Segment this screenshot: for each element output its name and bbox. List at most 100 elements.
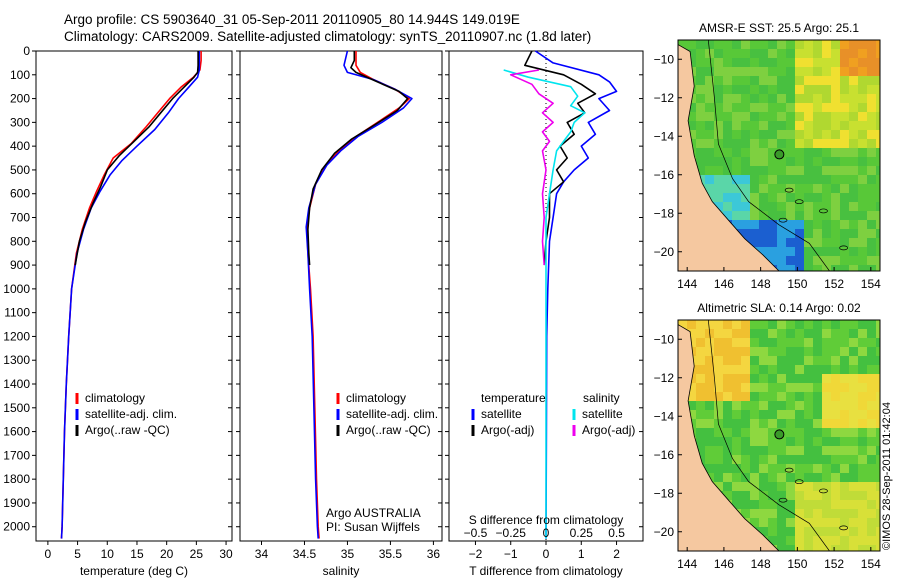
sla-map-reef <box>819 488 828 494</box>
temperature-legend-label: Argo(..raw -QC) <box>85 423 170 437</box>
temperature-line-satellite <box>60 51 201 539</box>
difference-top-tick-label: −0.5 <box>464 526 488 540</box>
temperature-line-climatology <box>60 51 202 539</box>
salinity-xlabel: salinity <box>323 564 360 578</box>
sla-map-reef <box>784 467 794 473</box>
sla-map-xtick-label: 144 <box>677 557 697 571</box>
sst-map-ytick-label: −10 <box>654 52 675 66</box>
sst-map-ytick-label: −12 <box>654 91 675 105</box>
difference-xlabel: T difference from climatology <box>469 564 623 578</box>
difference-xtick-label: 1 <box>578 547 585 561</box>
sst-map-reef <box>819 208 828 214</box>
sst-map-xtick-label: 148 <box>751 277 771 291</box>
sst-map-xtick-label: 154 <box>861 277 881 291</box>
depth-ytick-label: 1600 <box>3 425 30 439</box>
depth-ytick-label: 300 <box>10 115 30 129</box>
diff-temperature-legend-label: Argo(-adj) <box>481 423 534 437</box>
depth-ytick-label: 1800 <box>3 472 30 486</box>
temperature-xtick-label: 15 <box>130 547 144 561</box>
sla-map-xtick-label: 146 <box>714 557 734 571</box>
difference-top-xlabel: S difference from climatology <box>469 513 624 527</box>
sla-map-frame <box>677 319 881 552</box>
diff-salinity-legend-label: Argo(-adj) <box>582 423 635 437</box>
salinity-xtick-label: 34.5 <box>293 547 317 561</box>
depth-ytick-label: 200 <box>10 92 30 106</box>
sst-map-land <box>678 44 780 271</box>
temperature-line-argo <box>74 51 199 266</box>
sla-map-ytick-label: −10 <box>654 332 675 346</box>
salinity-xtick-label: 34 <box>255 547 269 561</box>
salinity-panel-frame <box>239 50 443 542</box>
sla-map-reef <box>778 497 788 503</box>
temperature-xtick-label: 20 <box>160 547 174 561</box>
sla-map-field <box>678 320 880 551</box>
sla-map-reef <box>839 525 848 531</box>
sla-map-land <box>678 324 780 551</box>
diff-salinity-legend-label: satellite <box>582 407 623 421</box>
sst-map-ytick-label: −16 <box>654 168 675 182</box>
difference-xtick-label: −1 <box>504 547 518 561</box>
sla-map-title: Altimetric SLA: 0.14 Argo: 0.02 <box>697 301 861 315</box>
imos-stamp: ©IMOS 28-Sep-2011 01:42:04 <box>881 402 893 550</box>
depth-ytick-label: 0 <box>23 44 30 58</box>
sla-map-reef <box>794 479 804 485</box>
depth-ytick-label: 1900 <box>3 496 30 510</box>
figure-title-line2: Climatology: CARS2009. Satellite-adjuste… <box>64 29 592 44</box>
sst-map-ytick-label: −14 <box>654 129 675 143</box>
depth-ytick-label: 1300 <box>3 353 30 367</box>
sst-map-field <box>678 40 880 271</box>
diff-legend-header-salinity: salinity <box>583 391 620 405</box>
difference-line-satellite <box>534 50 618 539</box>
salinity-line-satellite <box>305 50 413 539</box>
sst-map-ytick-label: −20 <box>654 245 675 259</box>
difference-top-tick-label: 0.5 <box>608 526 625 540</box>
depth-ytick-label: 500 <box>10 163 30 177</box>
salinity-legend-label: Argo(..raw -QC) <box>346 423 431 437</box>
temperature-xlabel: temperature (deg C) <box>80 564 188 578</box>
temperature-xtick-label: 0 <box>45 547 52 561</box>
sst-map-ytick-label: −18 <box>654 206 675 220</box>
argo-australia-label: Argo AUSTRALIA <box>326 506 421 520</box>
temperature-xtick-label: 10 <box>101 547 115 561</box>
sst-map-xtick-label: 146 <box>714 277 734 291</box>
temperature-panel-frame <box>35 50 233 542</box>
salinity-xtick-label: 35.5 <box>379 547 403 561</box>
sst-map-reef <box>778 217 788 223</box>
salinity-line-climatology <box>306 51 411 539</box>
sst-map-frame <box>677 39 881 272</box>
difference-top-tick-label: 0.25 <box>570 526 594 540</box>
sst-map-reef <box>839 245 848 251</box>
diff-legend-header-temperature: temperature <box>481 391 546 405</box>
sst-map-xtick-label: 150 <box>787 277 807 291</box>
diff-temperature-legend-label: satellite <box>481 407 522 421</box>
sla-map-ytick-label: −20 <box>654 525 675 539</box>
difference-xtick-label: 0 <box>543 547 550 561</box>
sla-map-profile-marker <box>774 429 785 440</box>
salinity-legend-label: satellite-adj. clim. <box>346 407 438 421</box>
sla-map-ytick-label: −12 <box>654 371 675 385</box>
figure-title-line1: Argo profile: CS 5903640_31 05-Sep-2011 … <box>64 12 520 27</box>
salinity-legend-label: climatology <box>346 391 406 405</box>
sla-map-ytick-label: −16 <box>654 448 675 462</box>
depth-ytick-label: 400 <box>10 139 30 153</box>
temperature-legend-label: satellite-adj. clim. <box>85 407 177 421</box>
salinity-line-argo <box>307 51 409 266</box>
sst-map-title: AMSR-E SST: 25.5 Argo: 25.1 <box>699 21 859 35</box>
difference-line-sal_argo <box>509 69 554 266</box>
depth-ytick-label: 1500 <box>3 401 30 415</box>
pi-label: PI: Susan Wijffels <box>326 520 420 534</box>
depth-ytick-label: 1400 <box>3 377 30 391</box>
difference-line-sal_satellite <box>503 69 586 539</box>
sst-map-xtick-label: 144 <box>677 277 697 291</box>
depth-ytick-label: 1200 <box>3 329 30 343</box>
difference-xtick-label: 2 <box>613 547 620 561</box>
depth-ytick-label: 1100 <box>4 306 30 320</box>
sla-map-xtick-label: 150 <box>787 557 807 571</box>
depth-ytick-label: 600 <box>10 187 30 201</box>
sla-map-ytick-label: −18 <box>654 486 675 500</box>
sst-map-contour <box>707 40 830 271</box>
depth-ytick-label: 1000 <box>3 282 30 296</box>
depth-ytick-label: 100 <box>10 68 30 82</box>
depth-ytick-label: 700 <box>10 211 30 225</box>
sla-map-contour <box>707 320 830 551</box>
